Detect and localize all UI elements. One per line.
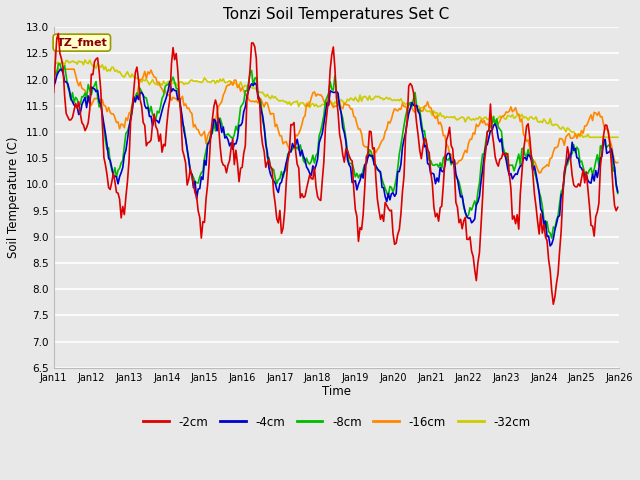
Title: Tonzi Soil Temperatures Set C: Tonzi Soil Temperatures Set C [223, 7, 449, 22]
X-axis label: Time: Time [322, 385, 351, 398]
Text: TZ_fmet: TZ_fmet [56, 37, 107, 48]
Y-axis label: Soil Temperature (C): Soil Temperature (C) [7, 137, 20, 258]
Legend: -2cm, -4cm, -8cm, -16cm, -32cm: -2cm, -4cm, -8cm, -16cm, -32cm [138, 411, 535, 433]
